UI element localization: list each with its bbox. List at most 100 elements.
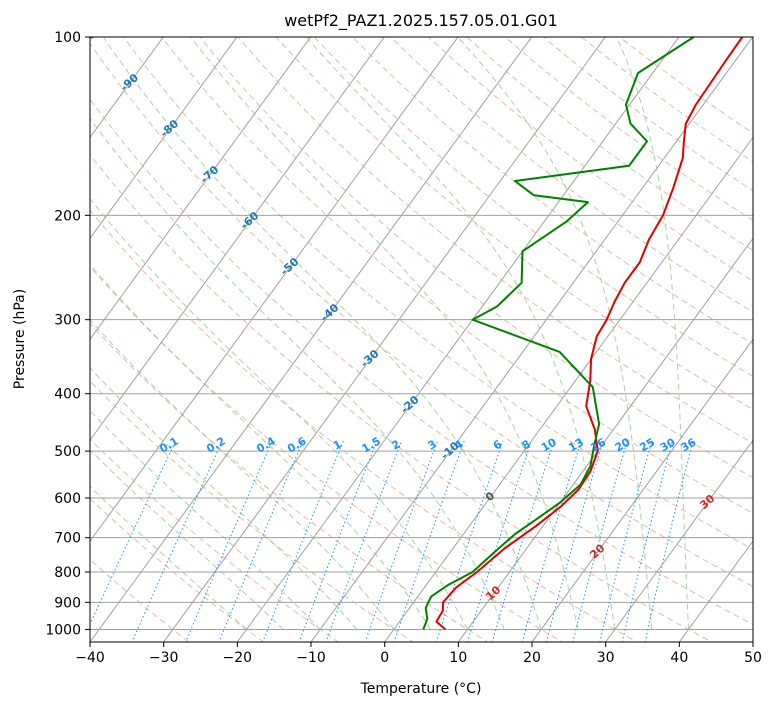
mixing-ratio-label: 1.5 [359, 435, 382, 456]
x-axis: −40 −30 −20 −10 0 10 20 30 40 50 [75, 642, 762, 666]
plot-frame [89, 36, 754, 643]
mixing-ratio-line [325, 440, 403, 642]
isotherm-label: 10 [483, 583, 503, 603]
mixing-ratio-label: 20 [613, 435, 633, 454]
moist-adiabat-line [102, 37, 542, 630]
mixing-ratio-line [393, 440, 465, 642]
dry-adiabat-line [90, 265, 564, 642]
y-tick-label: 700 [54, 531, 81, 547]
dry-adiabat-line [542, 37, 753, 192]
mixing-ratio-line [218, 440, 304, 642]
y-tick-label: 600 [54, 491, 81, 507]
mixing-ratio-label: 30 [658, 435, 678, 454]
x-tick-label: −30 [149, 650, 179, 666]
isotherm-label: 20 [587, 541, 607, 561]
mixing-ratio-line [521, 440, 582, 642]
isotherm-label: -60 [238, 209, 262, 232]
isotherm-label: -90 [118, 71, 142, 94]
moist-adiabat-line [457, 37, 653, 630]
mixing-ratio-label: 25 [637, 436, 657, 455]
mixing-ratio-label: 0.2 [204, 435, 227, 456]
temperature-line [435, 37, 744, 631]
mixing-ratio-label: 2 [389, 438, 402, 453]
mixing-ratio-line [185, 440, 273, 642]
dry-adiabat-line [90, 322, 489, 642]
mixing-ratio-line [466, 440, 532, 642]
dewpoint-line [422, 37, 695, 630]
y-tick-label: 100 [54, 30, 81, 46]
mixing-ratio-line [131, 440, 224, 642]
moist-adiabat-line [90, 485, 247, 630]
dry-adiabat-line [90, 42, 753, 588]
isotherm-label: -80 [158, 117, 182, 140]
dry-adiabat-line [122, 37, 753, 551]
dry-adiabat-line [90, 380, 414, 642]
isotherm-line [457, 237, 753, 642]
isotherm-label: -40 [318, 301, 342, 324]
isotherm-line [90, 37, 385, 442]
series-lines [422, 37, 744, 631]
mixing-ratio-label: 13 [566, 436, 586, 455]
isotherm-line [752, 641, 753, 642]
y-tick-label: 1000 [45, 622, 81, 638]
isotherm-label: -70 [198, 163, 222, 186]
dry-adiabat-line [90, 498, 265, 642]
background-lines [90, 37, 753, 642]
y-axis: 100 200 300 400 500 600 700 800 900 1000 [45, 30, 90, 638]
y-tick-label: 800 [54, 565, 81, 581]
mixing-ratio-line [262, 440, 344, 642]
mixing-ratio-line [545, 440, 604, 642]
x-tick-label: 20 [523, 650, 541, 666]
isotherm-line [678, 540, 753, 642]
mixing-ratio-line [572, 440, 628, 642]
x-tick-label: 10 [449, 650, 467, 666]
moist-adiabat-line [90, 319, 395, 630]
isotherm-label: -20 [398, 393, 422, 416]
isotherm-line [90, 37, 238, 240]
isotherm-line [605, 439, 753, 642]
isotherm-line [90, 37, 312, 341]
isotherm-line [384, 136, 753, 642]
dry-adiabat-line [90, 98, 753, 626]
mixing-ratio-label: 3 [426, 438, 439, 453]
x-tick-label: −20 [223, 650, 253, 666]
y-tick-label: 900 [54, 595, 81, 611]
moist-adiabat-line [90, 117, 505, 630]
dry-adiabat-line [90, 438, 340, 642]
mixing-ratio-label: 8 [520, 438, 533, 453]
x-tick-label: 30 [597, 650, 615, 666]
mixing-ratio-line [599, 440, 653, 642]
mixing-ratio-label: 10 [539, 435, 559, 454]
dry-adiabat-line [237, 37, 753, 444]
y-axis-label: Pressure (hPa) [12, 289, 28, 389]
dry-adiabat-line [160, 37, 753, 514]
mixing-ratio-label: 0.6 [285, 434, 309, 455]
moist-adiabat-line [90, 449, 284, 630]
moist-adiabat-line [90, 410, 321, 630]
isotherm-label: 0 [483, 489, 498, 504]
chart-title: wetPf2_PAZ1.2025.157.05.01.G01 [284, 11, 558, 31]
mixing-ratio-label: 0.1 [157, 435, 180, 456]
moist-adiabat-line [305, 37, 616, 630]
isotherm-label: 30 [697, 492, 717, 512]
isotherm-line [236, 37, 680, 642]
moist-adiabat-line [190, 37, 579, 630]
mixing-ratio-line [435, 440, 504, 642]
moist-adiabat-line [616, 37, 689, 630]
dry-adiabat-line [275, 37, 753, 411]
x-tick-label: −10 [296, 650, 326, 666]
mixing-ratio-line [90, 440, 177, 626]
mixing-ratio-label: 36 [679, 435, 699, 454]
mixing-ratio-label: 16 [588, 435, 608, 454]
isotherm-line [310, 37, 753, 642]
y-tick-label: 500 [54, 444, 81, 460]
x-tick-label: 40 [670, 650, 688, 666]
mixing-ratio-label: 0.4 [254, 434, 278, 455]
isotherm-line [163, 37, 606, 642]
line-labels: 0.1 0.2 0.4 0.6 1 1.5 2 3 4 6 8 10 13 16 20 25 30 36-100-… [90, 37, 718, 603]
isotherm-line [90, 37, 164, 139]
y-tick-label: 200 [54, 208, 81, 224]
dry-adiabat-line [351, 37, 753, 345]
x-axis-label: Temperature (°C) [360, 681, 482, 697]
